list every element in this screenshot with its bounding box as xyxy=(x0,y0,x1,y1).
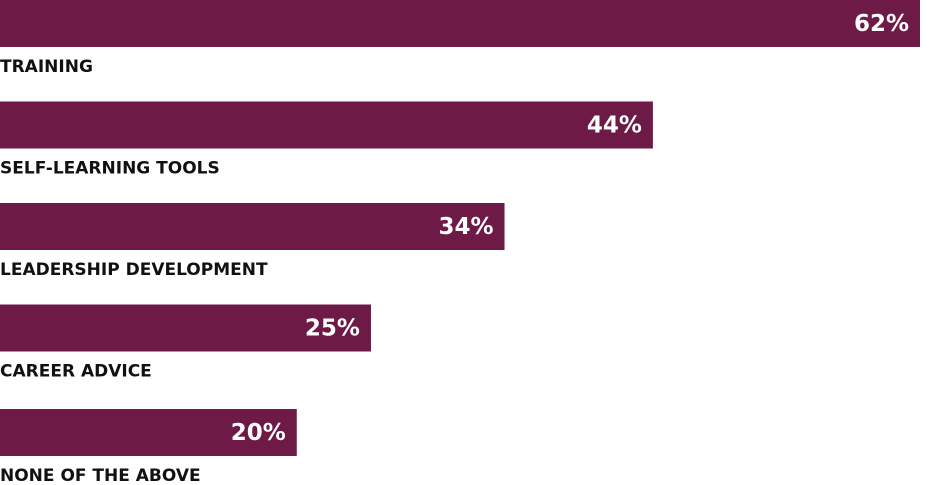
bar xyxy=(0,203,505,250)
value-label: 62% xyxy=(854,11,909,37)
bar xyxy=(0,101,653,149)
value-label: 20% xyxy=(231,420,286,446)
category-label: CAREER ADVICE xyxy=(0,362,152,382)
category-label: LEADERSHIP DEVELOPMENT xyxy=(0,260,268,280)
category-label: TRAINING xyxy=(0,57,93,77)
value-label: 44% xyxy=(587,113,642,139)
category-label: SELF-LEARNING TOOLS xyxy=(0,159,220,179)
bar xyxy=(0,304,371,352)
value-label: 34% xyxy=(438,214,493,240)
category-label: NONE OF THE ABOVE xyxy=(0,466,201,485)
value-label: 25% xyxy=(305,316,360,342)
bar xyxy=(0,0,920,47)
bar xyxy=(0,409,297,456)
